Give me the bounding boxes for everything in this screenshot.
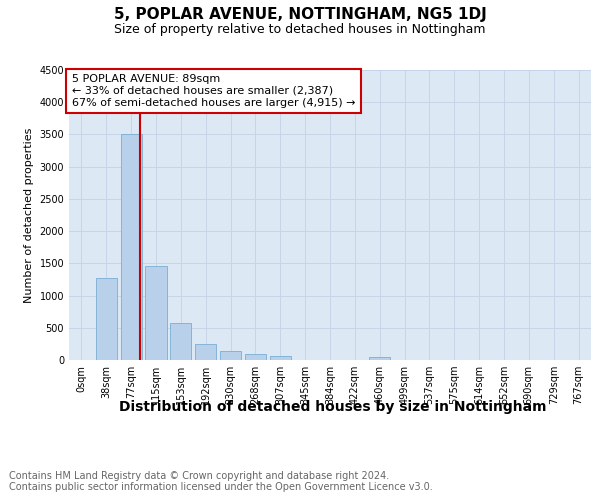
Text: Size of property relative to detached houses in Nottingham: Size of property relative to detached ho… (114, 22, 486, 36)
Bar (121, 134, 142, 360)
Bar (245, 354, 266, 360)
Bar (270, 356, 291, 360)
Bar (170, 322, 191, 360)
Bar (220, 351, 241, 360)
Bar (96, 278, 117, 360)
Text: 5 POPLAR AVENUE: 89sqm
← 33% of detached houses are smaller (2,387)
67% of semi-: 5 POPLAR AVENUE: 89sqm ← 33% of detached… (71, 74, 355, 108)
Y-axis label: Number of detached properties: Number of detached properties (24, 128, 34, 302)
Bar (369, 357, 390, 360)
Bar (145, 266, 167, 360)
Text: 5, POPLAR AVENUE, NOTTINGHAM, NG5 1DJ: 5, POPLAR AVENUE, NOTTINGHAM, NG5 1DJ (113, 8, 487, 22)
Text: Distribution of detached houses by size in Nottingham: Distribution of detached houses by size … (119, 400, 547, 414)
Text: Contains HM Land Registry data © Crown copyright and database right 2024.
Contai: Contains HM Land Registry data © Crown c… (9, 471, 433, 492)
Bar (195, 344, 216, 360)
